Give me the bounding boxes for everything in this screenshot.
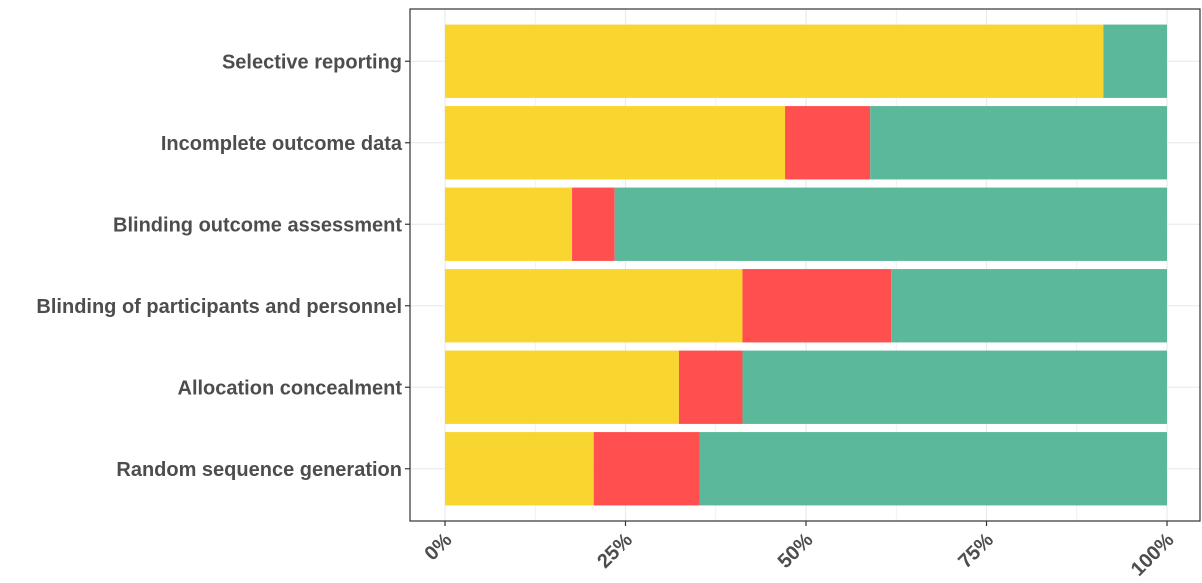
category-label: Random sequence generation [116,459,402,481]
category-label: Blinding outcome assessment [113,214,402,236]
category-label: Incomplete outcome data [161,133,403,155]
bar-segment [891,269,1167,343]
y-axis: Random sequence generation Allocation con… [36,51,410,481]
bar-segment [870,106,1167,180]
bar-segment [785,106,871,180]
x-tick-label: 100% [1127,529,1179,581]
x-axis: 0% 25% 50% 75% 100% [421,521,1179,581]
bar-segment [445,432,594,506]
bar-segment [572,187,615,261]
category-label: Blinding of participants and personnel [36,296,402,318]
category-label: Selective reporting [222,51,402,73]
x-tick-label: 25% [593,529,637,573]
bar-segment [742,269,892,343]
bar-segment [445,350,679,424]
x-tick-label: 75% [954,529,998,573]
bar-segment [678,350,743,424]
bar-segment [593,432,700,506]
category-label: Allocation concealment [178,377,403,399]
bars [445,24,1167,506]
bar-segment [445,269,743,343]
bar-segment [445,106,786,180]
bar-segment [699,432,1167,506]
bar-segment [445,24,1104,98]
plot-border [409,8,1201,522]
x-tick-label: 50% [774,529,818,573]
bar-segment [742,350,1167,424]
bar-segment [445,187,573,261]
x-tick-label: 0% [421,529,457,565]
bar-segment [1103,24,1167,98]
bar-segment [614,187,1167,261]
